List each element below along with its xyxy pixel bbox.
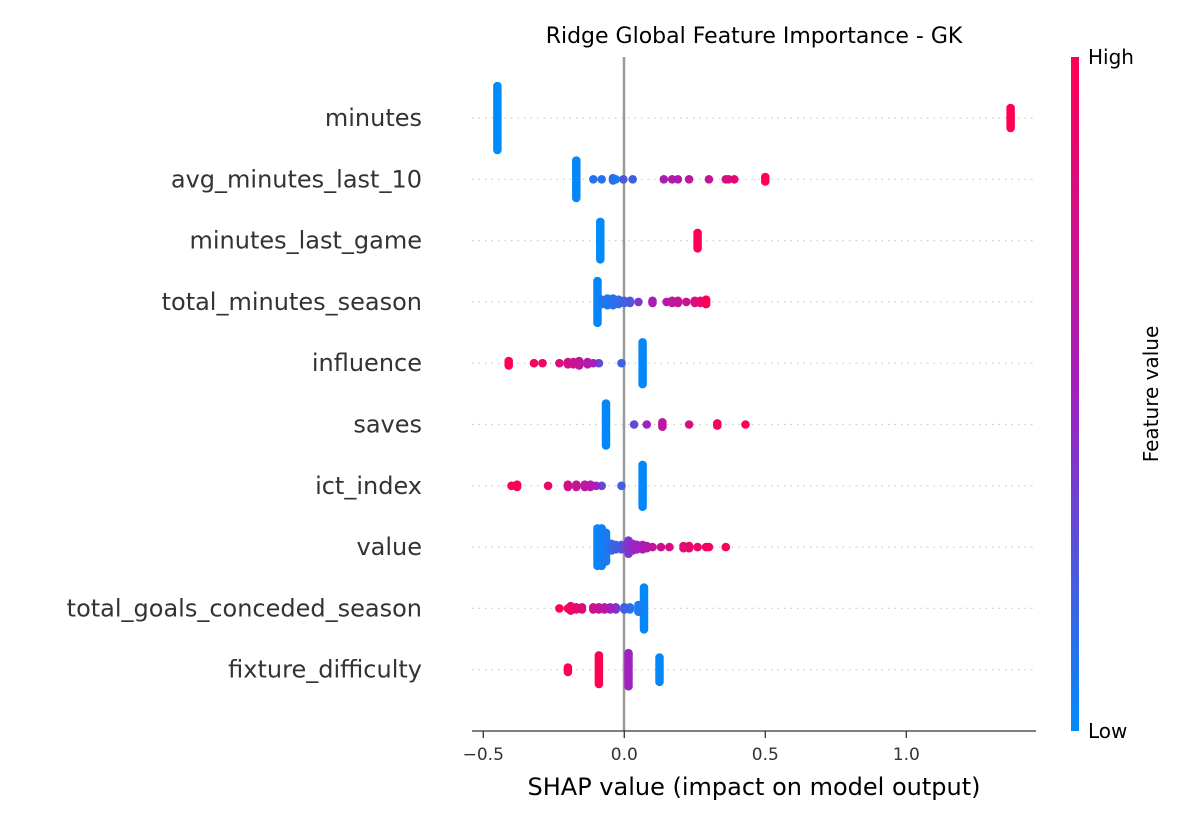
data-point bbox=[761, 177, 770, 186]
data-point bbox=[572, 193, 581, 203]
x-tick-label: 0.0 bbox=[611, 745, 638, 765]
feature-label: fixture_difficulty bbox=[228, 656, 422, 684]
data-point bbox=[701, 299, 711, 309]
data-point bbox=[620, 605, 629, 614]
x-axis-label: SHAP value (impact on model output) bbox=[528, 773, 981, 801]
data-point bbox=[639, 625, 649, 634]
data-point bbox=[601, 557, 611, 566]
data-point bbox=[634, 607, 643, 616]
data-point bbox=[617, 358, 626, 368]
data-point bbox=[673, 298, 683, 308]
x-ticks: −0.5 0.0 0.5 1.0 bbox=[463, 731, 920, 765]
data-point bbox=[625, 298, 635, 308]
data-point bbox=[629, 420, 639, 429]
data-point bbox=[555, 358, 564, 368]
feature-label: minutes_last_game bbox=[189, 227, 422, 255]
feature-label: total_goals_conceded_season bbox=[67, 594, 422, 622]
colorbar-high-label: High bbox=[1088, 45, 1134, 69]
data-point bbox=[655, 677, 664, 687]
data-point bbox=[648, 542, 657, 552]
data-point bbox=[638, 379, 647, 389]
data-point bbox=[563, 604, 573, 613]
row-guides bbox=[472, 117, 1036, 671]
feature-label: ict_index bbox=[315, 472, 422, 500]
x-tick-label: 0.5 bbox=[752, 745, 779, 765]
data-point bbox=[538, 358, 547, 368]
data-point bbox=[684, 175, 694, 184]
data-point bbox=[619, 175, 628, 184]
chart-title: Ridge Global Feature Importance - GK bbox=[546, 24, 963, 49]
data-point bbox=[617, 481, 626, 491]
colorbar-title: Feature value bbox=[1139, 326, 1163, 463]
data-point bbox=[656, 542, 666, 552]
data-point bbox=[634, 297, 643, 307]
colorbar-low-label: Low bbox=[1088, 719, 1127, 743]
data-point bbox=[563, 482, 573, 492]
data-point bbox=[611, 175, 621, 184]
data-point bbox=[659, 175, 669, 184]
data-point bbox=[682, 297, 691, 307]
data-point bbox=[563, 667, 573, 677]
feature-label: total_minutes_season bbox=[162, 288, 422, 316]
data-point bbox=[684, 420, 694, 429]
data-point bbox=[684, 543, 694, 553]
data-point bbox=[628, 175, 637, 184]
data-point bbox=[693, 542, 702, 552]
x-tick-label: −0.5 bbox=[463, 745, 504, 765]
data-point bbox=[704, 175, 714, 184]
data-point bbox=[543, 481, 553, 491]
data-point bbox=[741, 420, 750, 429]
data-point bbox=[593, 318, 602, 328]
feature-label: influence bbox=[312, 349, 422, 377]
data-point bbox=[583, 360, 592, 369]
data-point bbox=[658, 422, 667, 432]
feature-label: saves bbox=[353, 411, 422, 439]
data-point bbox=[693, 244, 702, 253]
data-point bbox=[638, 502, 647, 512]
data-points bbox=[493, 81, 1015, 691]
data-point bbox=[493, 145, 502, 155]
data-point bbox=[529, 358, 539, 368]
data-point bbox=[589, 175, 598, 184]
data-point bbox=[601, 441, 611, 450]
data-point bbox=[1006, 123, 1015, 133]
x-tick-label: 1.0 bbox=[893, 745, 920, 765]
colorbar bbox=[1071, 57, 1079, 731]
feature-labels: minutes avg_minutes_last_10 minutes_last_g… bbox=[67, 104, 422, 684]
data-point bbox=[555, 604, 564, 613]
data-point bbox=[594, 679, 604, 689]
data-point bbox=[642, 420, 652, 429]
data-point bbox=[673, 175, 683, 184]
feature-label: value bbox=[356, 533, 422, 561]
data-point bbox=[721, 542, 731, 552]
data-point bbox=[665, 542, 674, 552]
feature-label: avg_minutes_last_10 bbox=[171, 165, 422, 193]
data-point bbox=[730, 175, 739, 184]
data-point bbox=[504, 361, 513, 370]
data-point bbox=[580, 482, 590, 492]
data-point bbox=[507, 481, 516, 491]
feature-label: minutes bbox=[325, 104, 422, 132]
data-point bbox=[572, 482, 581, 492]
data-point bbox=[704, 542, 714, 552]
data-point bbox=[624, 681, 633, 691]
data-point bbox=[596, 254, 605, 264]
data-point bbox=[589, 605, 598, 614]
data-point bbox=[648, 298, 657, 308]
data-point bbox=[563, 360, 573, 369]
data-point bbox=[597, 175, 606, 184]
data-point bbox=[713, 421, 722, 430]
